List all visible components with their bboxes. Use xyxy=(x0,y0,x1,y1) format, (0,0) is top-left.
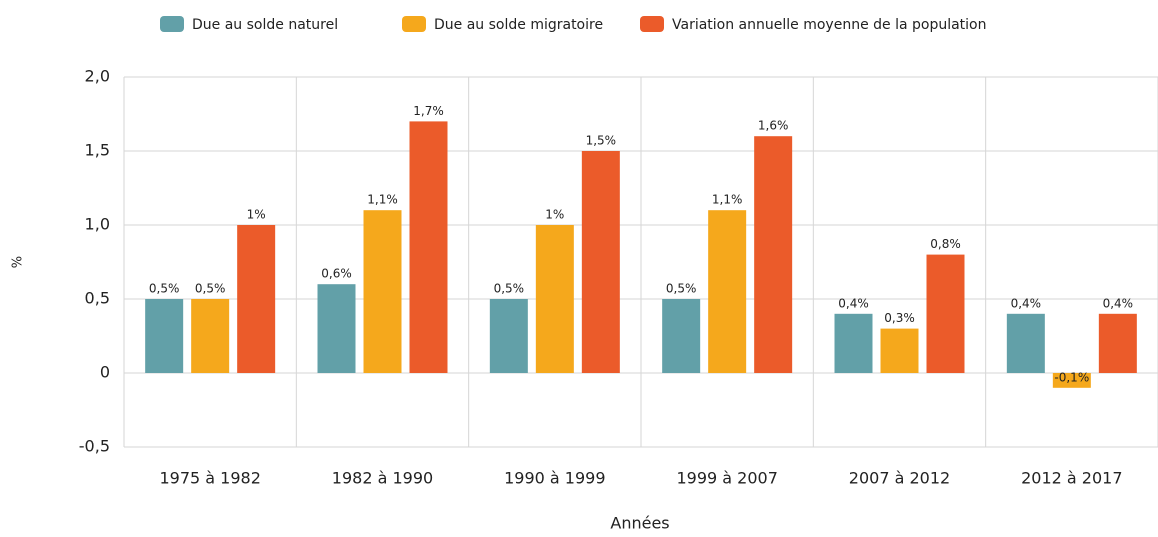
y-tick-label: 0 xyxy=(100,363,110,382)
y-axis-label: % xyxy=(11,256,26,268)
value-label: 0,5% xyxy=(195,282,226,296)
value-label: 0,6% xyxy=(321,267,352,281)
y-tick-label: 2,0 xyxy=(85,67,110,86)
legend-label: Variation annuelle moyenne de la populat… xyxy=(672,17,987,33)
value-label: 1,1% xyxy=(367,193,398,207)
bar xyxy=(1052,373,1091,388)
x-axis-label: Années xyxy=(610,514,669,533)
x-tick-label: 1975 à 1982 xyxy=(159,469,260,488)
x-tick-label: 2007 à 2012 xyxy=(849,469,950,488)
y-tick-label: 0,5 xyxy=(85,289,110,308)
bar xyxy=(317,284,356,373)
bar xyxy=(237,225,276,373)
value-label: -0,1% xyxy=(1054,371,1089,385)
bar xyxy=(1006,313,1045,373)
y-tick-label: -0,5 xyxy=(79,437,110,456)
value-label: 1% xyxy=(247,208,266,222)
x-tick-label: 1982 à 1990 xyxy=(332,469,433,488)
value-label: 0,5% xyxy=(149,282,180,296)
y-tick-label: 1,0 xyxy=(85,215,110,234)
value-label: 1,5% xyxy=(586,134,617,148)
value-label: 0,4% xyxy=(1011,296,1042,310)
bar xyxy=(409,121,448,374)
legend-swatch xyxy=(402,16,426,32)
bar xyxy=(489,299,528,373)
bar xyxy=(926,254,965,373)
bar xyxy=(834,313,873,373)
x-tick-label: 2012 à 2017 xyxy=(1021,469,1122,488)
bar xyxy=(754,136,793,373)
value-label: 0,5% xyxy=(666,282,697,296)
legend-swatch xyxy=(160,16,184,32)
value-label: 0,5% xyxy=(494,282,525,296)
bar xyxy=(535,225,574,373)
bar xyxy=(880,328,919,373)
bar xyxy=(363,210,402,373)
bar xyxy=(662,299,701,373)
x-tick-label: 1990 à 1999 xyxy=(504,469,605,488)
legend-label: Due au solde naturel xyxy=(192,17,338,33)
value-label: 1,1% xyxy=(712,193,743,207)
x-tick-label: 1999 à 2007 xyxy=(676,469,777,488)
legend-swatch xyxy=(640,16,664,32)
value-label: 1,7% xyxy=(413,104,444,118)
value-label: 0,4% xyxy=(838,296,869,310)
bar xyxy=(581,151,620,373)
value-label: 0,4% xyxy=(1103,296,1134,310)
value-label: 0,8% xyxy=(930,237,961,251)
bar xyxy=(191,299,230,373)
y-tick-label: 1,5 xyxy=(85,141,110,160)
value-label: 1% xyxy=(545,208,564,222)
value-label: 1,6% xyxy=(758,119,789,133)
bar xyxy=(1098,313,1137,373)
bar xyxy=(145,299,184,373)
value-label: 0,3% xyxy=(884,311,915,325)
legend-label: Due au solde migratoire xyxy=(434,17,603,33)
bar xyxy=(708,210,747,373)
